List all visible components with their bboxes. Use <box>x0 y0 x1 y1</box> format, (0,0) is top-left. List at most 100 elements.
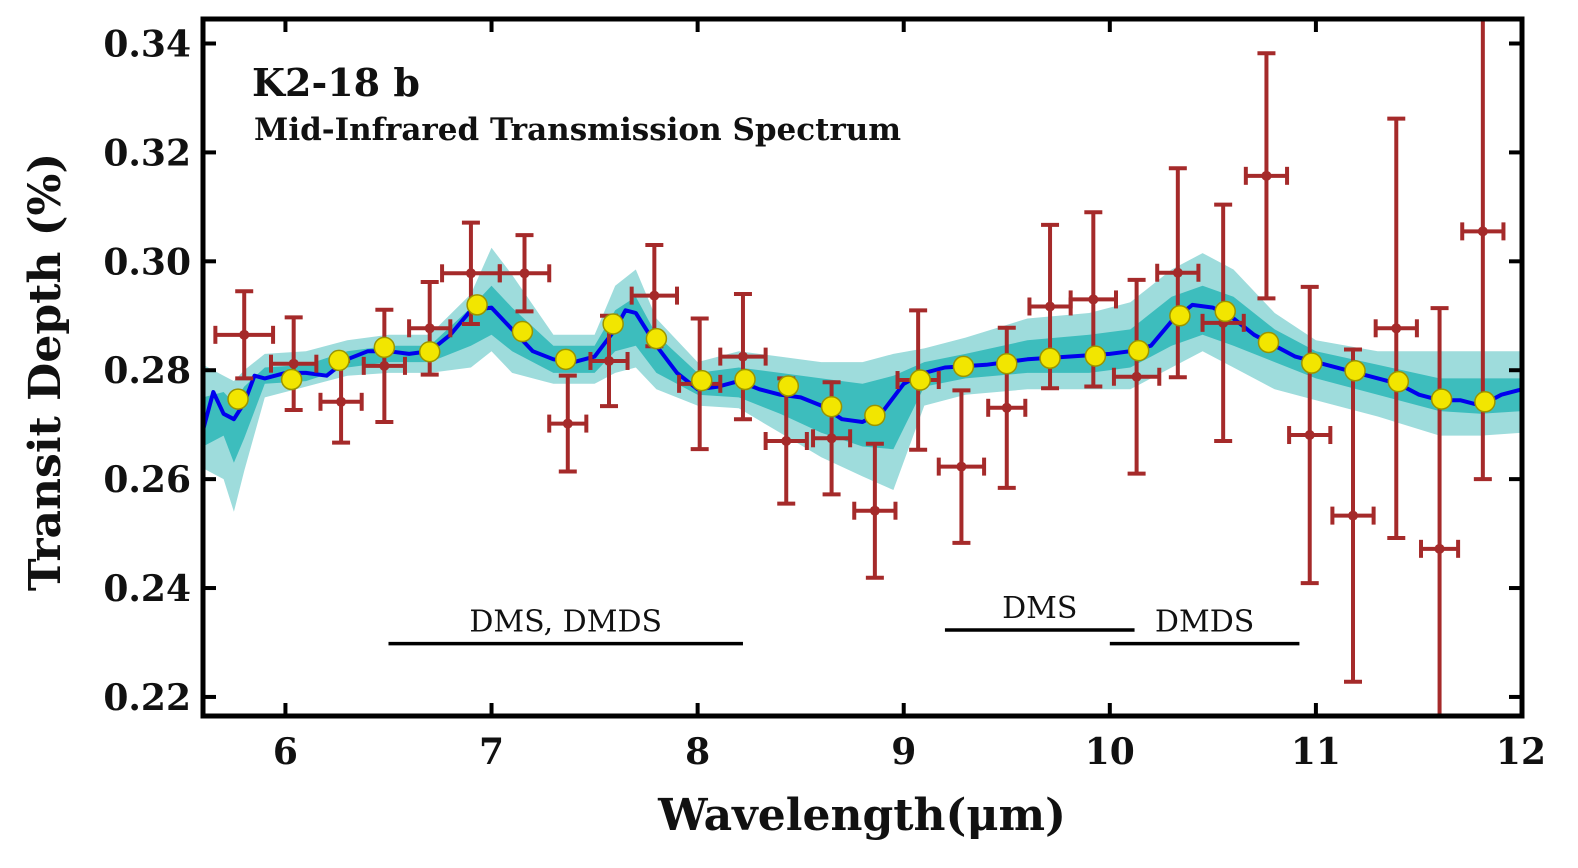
observed-marker <box>826 433 837 444</box>
observed-marker <box>1391 323 1402 334</box>
observed-marker <box>1348 510 1359 521</box>
chart-title: K2-18 b <box>252 60 420 105</box>
observed-point <box>213 289 276 381</box>
observed-point <box>407 280 453 377</box>
binned-model-marker <box>1214 300 1236 323</box>
binned-model-marker <box>511 320 534 343</box>
observed-point <box>936 388 987 545</box>
observed-marker <box>956 461 967 472</box>
observed-point <box>547 373 589 474</box>
observed-marker <box>1477 226 1488 237</box>
observed-point <box>1155 166 1201 380</box>
binned-model-marker <box>602 313 624 335</box>
binned-model-marker <box>1344 360 1366 382</box>
binned-model-marker <box>734 368 756 391</box>
x-axis-title: Wavelength(μm) <box>657 790 1066 841</box>
binned-model-marker <box>777 375 800 397</box>
observed-marker <box>1045 301 1056 312</box>
plot-area <box>203 19 1522 716</box>
observed-marker <box>424 323 435 334</box>
y-tick-label: 0.24 <box>103 568 191 610</box>
binned-model-marker <box>1039 347 1061 369</box>
x-tick-label: 6 <box>273 731 298 773</box>
y-tick-label: 0.26 <box>103 459 191 501</box>
observed-marker <box>1261 170 1272 181</box>
binned-model-points <box>227 294 1496 427</box>
binned-model-marker <box>466 294 488 316</box>
observed-marker <box>649 290 660 301</box>
observed-marker <box>562 418 573 429</box>
binned-model-marker <box>280 368 303 391</box>
binned-model-marker <box>1301 352 1323 374</box>
observed-point <box>1330 347 1376 684</box>
observed-marker <box>869 505 880 516</box>
y-tick-label: 0.32 <box>103 132 191 174</box>
binned-model-marker <box>952 355 975 378</box>
observed-marker <box>1088 294 1099 305</box>
observed-marker <box>1304 430 1315 441</box>
binned-model-marker <box>645 327 668 350</box>
observed-marker <box>379 360 390 371</box>
observed-marker <box>336 396 347 407</box>
binned-model-marker <box>227 388 249 410</box>
annotation-label: DMS, DMDS <box>469 605 662 640</box>
binned-model-marker <box>820 395 843 418</box>
binned-model-marker <box>1084 345 1107 367</box>
y-tick-label: 0.22 <box>103 677 191 719</box>
observed-point <box>1200 202 1246 444</box>
binned-model-marker <box>1127 339 1150 362</box>
axis-ticks: 6 7 8 9 10 11 12 0.22 0.24 0.26 0.28 0.30 0.32 0.34 <box>103 19 1546 773</box>
observed-marker <box>1131 371 1142 382</box>
y-tick-label: 0.34 <box>103 24 191 66</box>
binned-model-marker <box>996 352 1018 375</box>
molecule-annotations: DMS, DMDS DMS DMDS <box>388 591 1300 646</box>
x-tick-label: 9 <box>891 731 916 773</box>
observed-marker <box>1172 267 1183 278</box>
observed-point <box>1419 306 1461 716</box>
observed-point <box>718 291 768 422</box>
x-tick-label: 12 <box>1496 731 1546 773</box>
observed-point <box>1027 222 1073 391</box>
y-axis-title: Transit Depth (%) <box>20 153 71 591</box>
observed-marker <box>239 329 250 340</box>
binned-model-marker <box>1169 305 1191 327</box>
observed-point <box>1111 277 1162 476</box>
y-tick-label: 0.28 <box>103 350 191 392</box>
observed-marker <box>737 351 748 362</box>
x-tick-label: 10 <box>1085 731 1135 773</box>
observed-point <box>269 315 319 412</box>
annotation-label: DMS <box>1002 591 1077 626</box>
binned-model-marker <box>1387 370 1410 393</box>
annotation-label: DMDS <box>1155 605 1254 640</box>
observed-point <box>361 307 407 424</box>
binned-model-marker <box>418 340 441 363</box>
binned-model-marker <box>373 336 396 359</box>
binned-model-marker <box>1474 391 1496 413</box>
binned-model-marker <box>554 348 577 371</box>
binned-model-marker <box>328 349 350 372</box>
observed-point <box>852 441 898 580</box>
observed-marker <box>1434 543 1445 554</box>
x-tick-label: 8 <box>685 731 710 773</box>
binned-model-marker <box>690 369 713 392</box>
y-tick-label: 0.30 <box>103 241 191 283</box>
binned-model-marker <box>1257 331 1280 354</box>
binned-model-marker <box>909 369 931 391</box>
x-tick-label: 11 <box>1291 731 1341 773</box>
plot-frame <box>200 16 1525 719</box>
observed-marker <box>604 355 615 366</box>
observed-marker <box>781 436 792 447</box>
x-tick-label: 7 <box>479 731 504 773</box>
observed-point <box>497 233 552 314</box>
observed-marker <box>288 358 299 369</box>
observed-point <box>1287 284 1333 586</box>
observed-marker <box>519 268 530 279</box>
observed-marker <box>465 268 476 279</box>
binned-model-marker <box>864 404 886 427</box>
binned-model-marker <box>1430 388 1453 410</box>
observed-point <box>1373 116 1419 540</box>
observed-point <box>1243 51 1290 301</box>
observed-marker <box>1001 402 1012 413</box>
chart-subtitle: Mid-Infrared Transmission Spectrum <box>254 112 901 148</box>
